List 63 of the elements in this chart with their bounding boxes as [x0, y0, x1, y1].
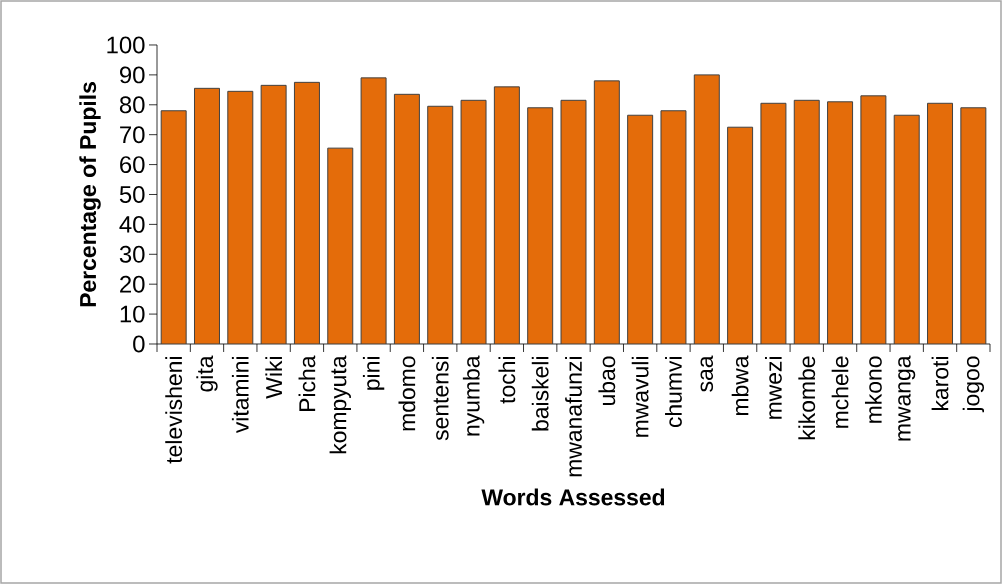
bar — [893, 114, 920, 344]
y-tick-label: 50 — [119, 186, 145, 203]
y-tick-label: 40 — [119, 215, 145, 233]
y-tick-label: 30 — [119, 245, 145, 263]
x-tick-label: mdomo — [398, 356, 416, 431]
x-tick-label: Wiki — [265, 357, 282, 399]
bar — [660, 110, 687, 344]
x-tick-label: tochi — [498, 357, 516, 404]
x-tick-label: nyumba — [462, 355, 485, 436]
y-tick-label: 60 — [120, 156, 145, 174]
x-tick-label: karoti — [931, 357, 949, 410]
y-tick-label: 70 — [120, 126, 145, 144]
x-tick-label: mwezi — [765, 357, 782, 419]
bar — [527, 107, 554, 344]
bar — [927, 102, 954, 344]
bar — [227, 90, 254, 344]
x-tick-label: ubao — [598, 356, 616, 405]
x-tick-label: kompyuta — [329, 355, 351, 454]
x-tick-label: mwanga — [898, 355, 916, 441]
x-tick-label: vitamini — [231, 357, 249, 434]
bar — [393, 93, 420, 344]
bar — [260, 84, 287, 344]
y-tick-label: 90 — [120, 66, 145, 84]
bar — [593, 80, 620, 344]
bar — [960, 107, 987, 344]
bar — [293, 81, 320, 344]
bar — [194, 87, 220, 344]
y-axis-title: Percentage of Pupils — [79, 82, 101, 307]
bar — [427, 105, 454, 344]
y-tick-label: 100 — [107, 36, 145, 54]
x-tick-label: Picha — [298, 355, 316, 411]
x-tick-label: mbwa — [731, 355, 749, 416]
bar — [827, 101, 854, 344]
x-tick-label: saa — [700, 355, 714, 392]
y-tick-label: 10 — [120, 305, 145, 323]
x-tick-label: kikombe — [798, 356, 816, 440]
x-tick-label: mchele — [831, 356, 849, 428]
bar — [860, 95, 887, 344]
bar — [693, 74, 720, 344]
bar — [727, 126, 754, 344]
bar — [760, 102, 787, 344]
bar — [627, 114, 654, 344]
x-tick-label: mwavuli — [631, 357, 649, 437]
x-tick-label: mkono — [864, 356, 882, 423]
bar — [793, 99, 820, 344]
bar — [560, 99, 587, 344]
y-tick-label: 0 — [133, 335, 145, 353]
x-tick-label: mwanafunzi — [565, 357, 582, 477]
bar — [360, 77, 387, 344]
bar — [160, 110, 187, 344]
x-tick-label: sentensi — [431, 357, 449, 441]
y-tick-label: 80 — [119, 96, 145, 114]
x-tick-label: gita — [196, 355, 218, 392]
bar — [327, 147, 354, 344]
bar — [493, 86, 520, 344]
x-axis-title: Words Assessed — [481, 488, 665, 506]
y-tick-label: 20 — [120, 275, 145, 293]
x-tick-label: televisheni — [165, 357, 183, 464]
x-tick-label: jogoo — [962, 356, 985, 413]
x-tick-label: chumvi — [665, 357, 682, 428]
x-tick-label: pini — [362, 357, 385, 390]
x-tick-label: baiskeli — [531, 357, 549, 431]
bar — [460, 99, 487, 344]
